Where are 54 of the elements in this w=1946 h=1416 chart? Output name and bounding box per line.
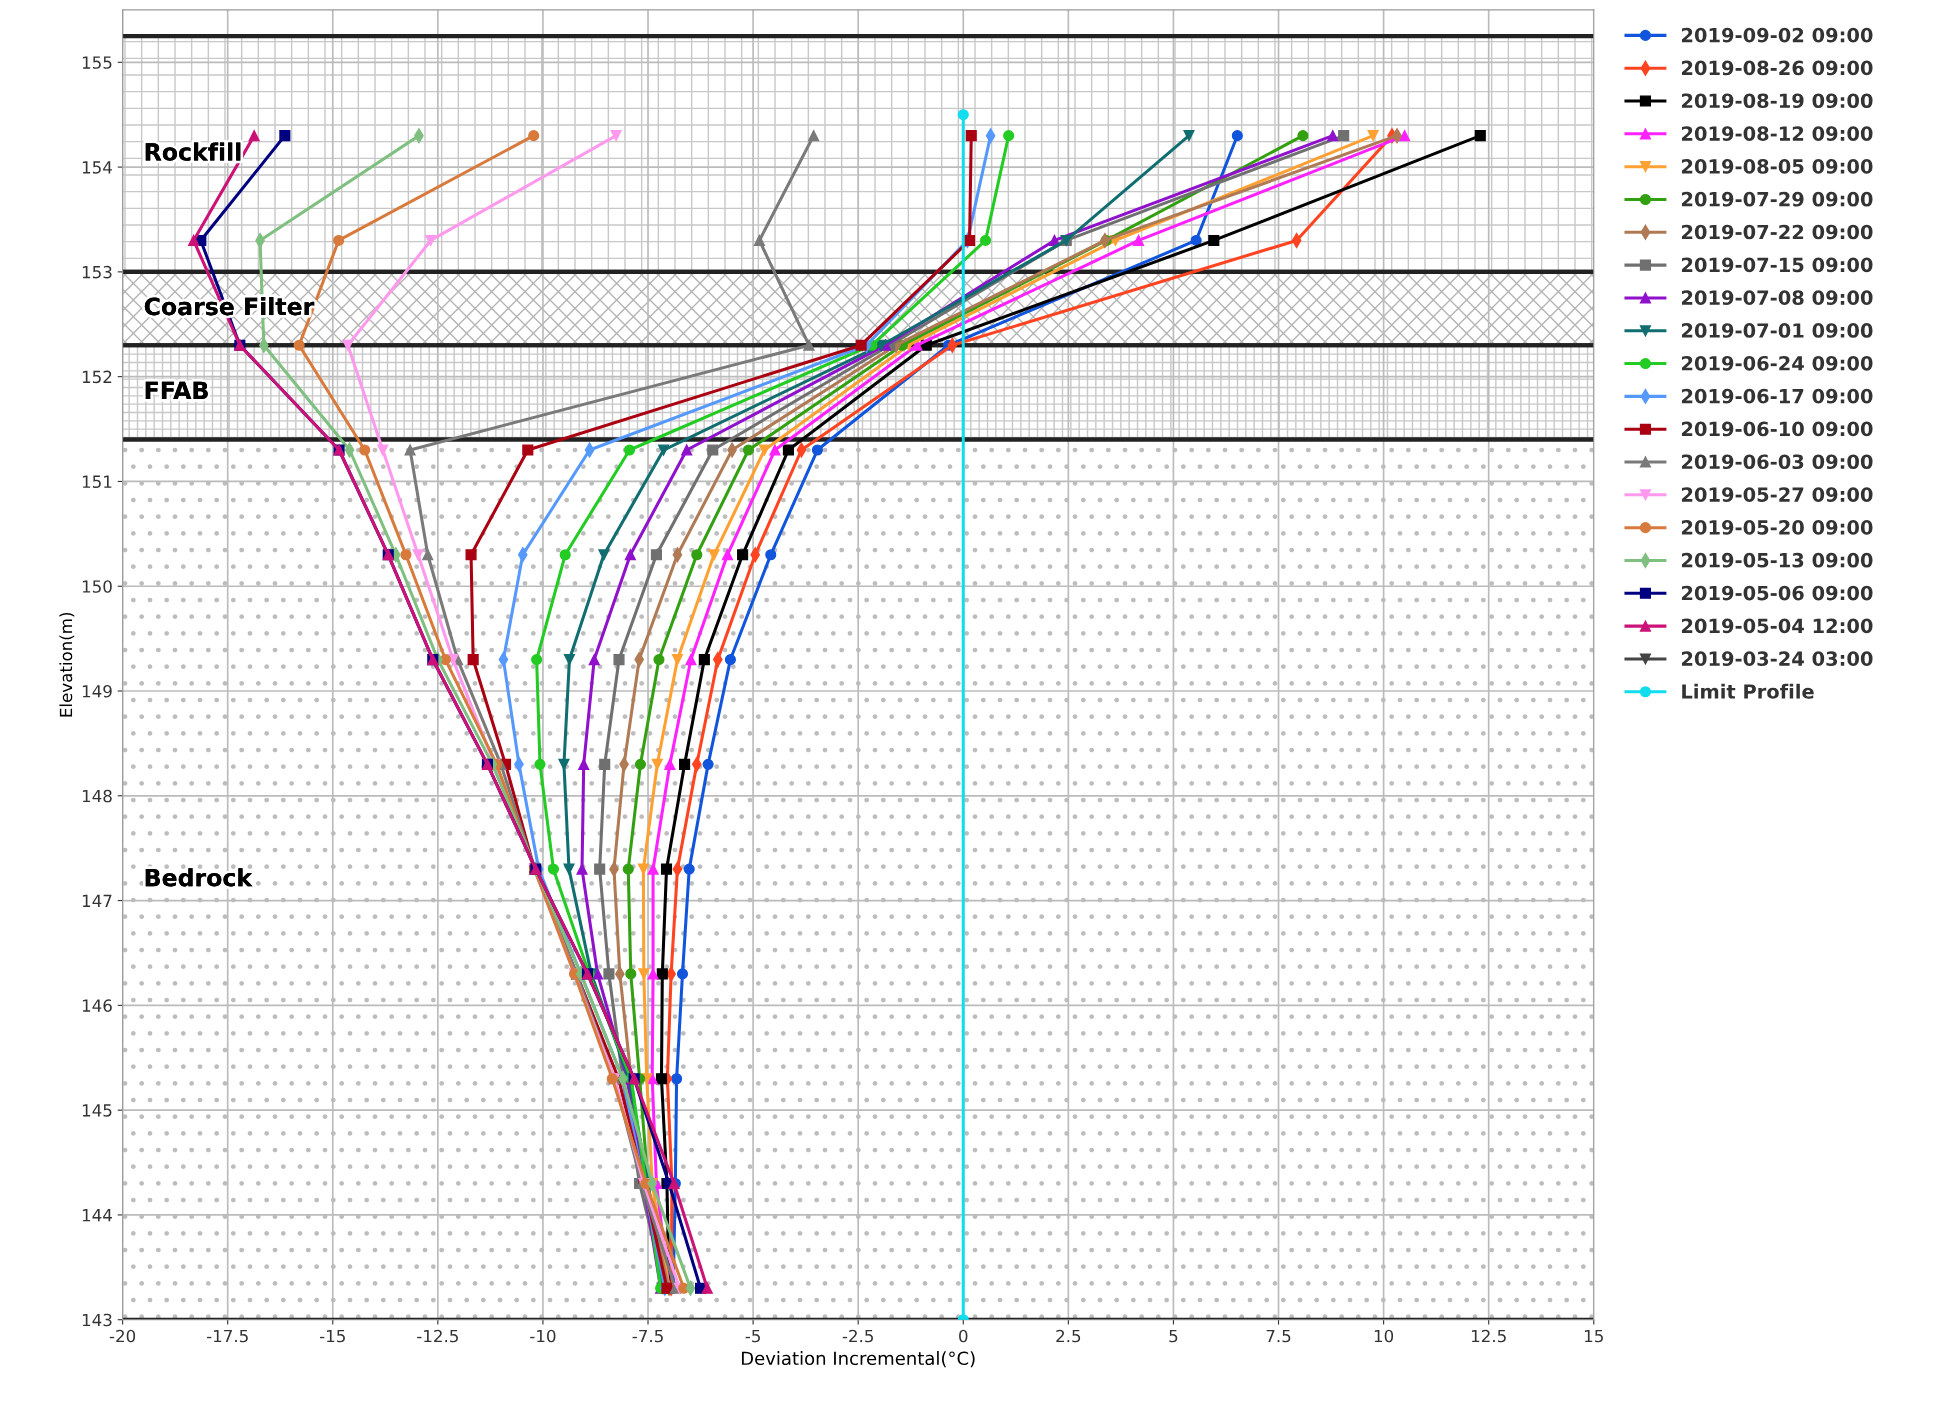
x-tick-label: 10 bbox=[1374, 1329, 1394, 1343]
y-tick-label: 153 bbox=[82, 265, 112, 279]
legend-label: 2019-06-17 09:00 bbox=[1681, 388, 1873, 404]
x-tick-label: -10 bbox=[530, 1329, 556, 1343]
legend-label: 2019-09-02 09:00 bbox=[1681, 27, 1873, 43]
y-tick-label: 152 bbox=[82, 370, 112, 384]
x-tick-label: -2.5 bbox=[842, 1329, 873, 1343]
legend-label: 2019-07-15 09:00 bbox=[1681, 257, 1873, 273]
legend-label: Limit Profile bbox=[1682, 683, 1814, 699]
x-tick-label: 5 bbox=[1169, 1329, 1178, 1343]
band-label: FFAB bbox=[145, 381, 208, 399]
legend-label: 2019-05-27 09:00 bbox=[1681, 487, 1873, 502]
y-tick-label: 149 bbox=[82, 684, 112, 698]
y-tick-label: 146 bbox=[82, 999, 112, 1012]
x-tick-label: -5 bbox=[745, 1329, 760, 1343]
y-axis-title: Elevation(m) bbox=[59, 612, 75, 717]
legend-label: 2019-07-29 09:00 bbox=[1681, 191, 1873, 207]
legend-label: 2019-07-22 09:00 bbox=[1681, 224, 1873, 240]
x-tick-label: -7.5 bbox=[632, 1329, 663, 1343]
legend-label: 2019-06-10 09:00 bbox=[1681, 421, 1873, 437]
y-tick-label: 145 bbox=[82, 1104, 112, 1117]
x-tick-label: 12.5 bbox=[1471, 1329, 1506, 1343]
legend-label: 2019-05-06 09:00 bbox=[1681, 585, 1873, 601]
x-tick-label: 2.5 bbox=[1056, 1329, 1081, 1343]
x-tick-label: 0 bbox=[959, 1329, 968, 1343]
x-tick-label: 7.5 bbox=[1266, 1329, 1291, 1343]
legend-label: 2019-07-08 09:00 bbox=[1681, 290, 1873, 306]
y-tick-label: 150 bbox=[82, 580, 112, 593]
legend-label: 2019-06-24 09:00 bbox=[1681, 355, 1873, 371]
y-tick-label: 151 bbox=[82, 475, 112, 489]
legend-label: 2019-08-19 09:00 bbox=[1681, 93, 1873, 109]
legend-label: 2019-03-24 03:00 bbox=[1681, 651, 1873, 667]
legend-label: 2019-05-04 12:00 bbox=[1681, 618, 1873, 634]
legend-label: 2019-05-20 09:00 bbox=[1681, 520, 1873, 535]
y-tick-label: 147 bbox=[82, 894, 112, 907]
y-tick-label: 143 bbox=[82, 1313, 112, 1327]
y-tick-label: 148 bbox=[82, 789, 112, 803]
band-label: Bedrock bbox=[145, 868, 253, 887]
legend-label: 2019-07-01 09:00 bbox=[1681, 323, 1873, 338]
x-tick-label: -12.5 bbox=[417, 1329, 458, 1343]
legend-label: 2019-06-03 09:00 bbox=[1681, 454, 1873, 470]
y-tick-label: 154 bbox=[82, 161, 112, 174]
x-tick-label: -15 bbox=[319, 1329, 345, 1343]
x-tick-label: 15 bbox=[1585, 1329, 1603, 1343]
legend-label: 2019-08-12 09:00 bbox=[1681, 126, 1873, 141]
legend-label: 2019-08-05 09:00 bbox=[1681, 159, 1873, 174]
y-tick-label: 155 bbox=[82, 56, 112, 69]
x-tick-label: -17.5 bbox=[206, 1329, 248, 1343]
y-tick-label: 144 bbox=[82, 1209, 112, 1222]
legend-label: 2019-05-13 09:00 bbox=[1681, 552, 1873, 568]
band-label: Rockfill bbox=[145, 142, 241, 161]
x-tick-label: -20 bbox=[109, 1329, 136, 1343]
x-axis-title: Deviation Incremental(°C) bbox=[741, 1351, 975, 1368]
legend-label: 2019-08-26 09:00 bbox=[1681, 60, 1873, 76]
